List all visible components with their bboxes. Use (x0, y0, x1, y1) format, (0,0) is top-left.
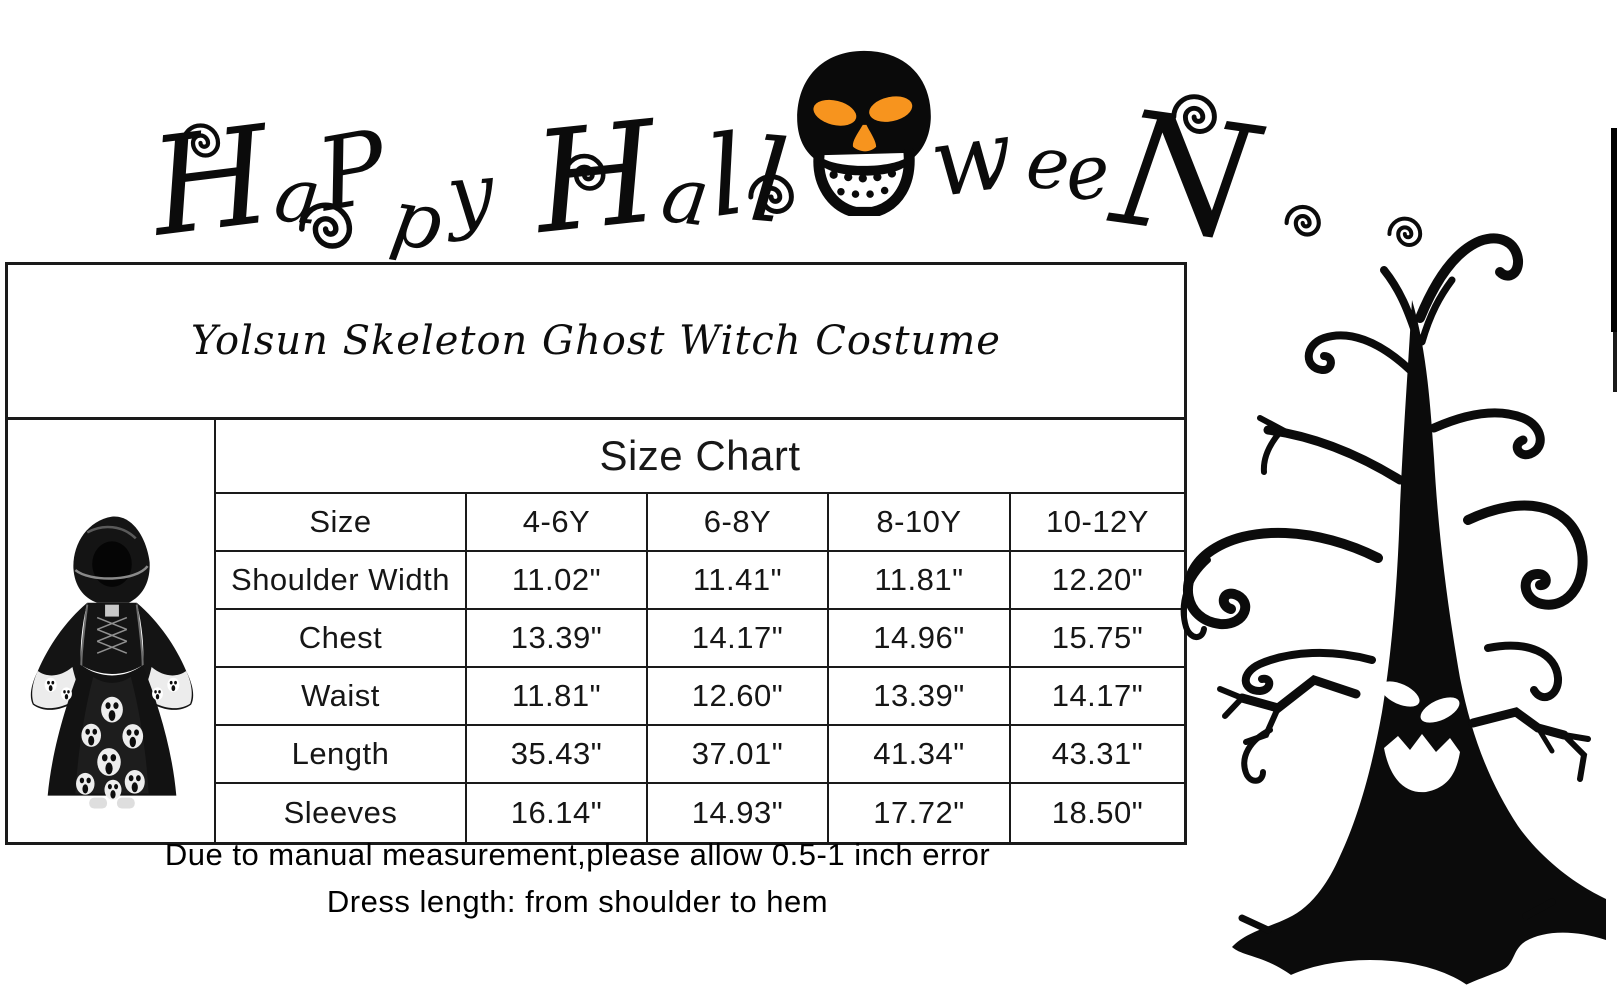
corner-header: Size (216, 494, 467, 552)
cell-value: 35.43" (467, 726, 648, 784)
cell-value: 11.81" (829, 552, 1011, 610)
product-title: Yolsun Skeleton Ghost Witch Costume (8, 265, 1184, 420)
cell-value: 16.14" (467, 784, 648, 842)
column-header: 4-6Y (467, 494, 648, 552)
banner-letter: a (270, 148, 325, 242)
banner-letter: P (308, 107, 396, 235)
cell-value: 15.75" (1011, 610, 1184, 668)
spiral-icon (180, 123, 221, 158)
cell-value: 13.39" (467, 610, 648, 668)
cell-value: 12.20" (1011, 552, 1184, 610)
column-header: 8-10Y (829, 494, 1011, 552)
size-chart-grid: Size 4-6Y 6-8Y 8-10Y 10-12Y Shoulder Width 11.… (216, 494, 1184, 842)
size-chart-table: Yolsun Skeleton Ghost Witch Costume (5, 262, 1187, 845)
cell-value: 17.72" (829, 784, 1011, 842)
note-line: Due to manual measurement,please allow 0… (164, 837, 991, 872)
banner-letter: p (385, 172, 449, 269)
skull-icon (797, 50, 931, 216)
cell-value: 11.41" (648, 552, 829, 610)
banner-letter: H (142, 95, 279, 267)
banner-letter: y (443, 145, 498, 245)
edge-artifact (1611, 128, 1617, 332)
banner-letter: H (526, 91, 665, 266)
measurement-notes: Due to manual measurement,please allow 0… (5, 831, 1150, 925)
row-label: Chest (216, 610, 467, 668)
spiral-icon (1387, 216, 1423, 247)
spiral-icon (748, 174, 794, 214)
cell-value: 14.17" (1011, 668, 1184, 726)
banner-letter: w (923, 98, 1020, 220)
row-label: Sleeves (216, 784, 467, 842)
column-header: 6-8Y (648, 494, 829, 552)
cell-value: 12.60" (648, 668, 829, 726)
spiral-icon (299, 202, 353, 249)
cell-value: 43.31" (1011, 726, 1184, 784)
spiral-icon (563, 153, 606, 191)
banner-letter: e (1060, 125, 1114, 218)
banner-letter: l (745, 114, 794, 250)
cell-value: 37.01" (648, 726, 829, 784)
edge-artifact (1613, 332, 1617, 392)
banner-letter: a (656, 149, 714, 245)
product-photo-cell (8, 420, 216, 842)
chart-title: Size Chart (216, 420, 1184, 494)
spooky-tree-icon (1180, 233, 1606, 1000)
cell-value: 11.81" (467, 668, 648, 726)
cell-value: 41.34" (829, 726, 1011, 784)
banner-letter: l (700, 110, 753, 242)
cell-value: 14.17" (648, 610, 829, 668)
cell-value: 11.02" (467, 552, 648, 610)
row-label: Shoulder Width (216, 552, 467, 610)
spiral-icon (1171, 94, 1217, 134)
note-line: Dress length: from shoulder to hem (326, 884, 829, 919)
ghost-face-pattern (44, 677, 180, 800)
cell-value: 13.39" (829, 668, 1011, 726)
cell-value: 18.50" (1051, 795, 1144, 830)
column-header: 10-12Y (1011, 494, 1184, 552)
row-label: Length (216, 726, 467, 784)
row-label: Waist (216, 668, 467, 726)
spiral-icon (1284, 204, 1321, 237)
cell-value: 14.93" (648, 784, 829, 842)
witch-dress-icon (30, 516, 194, 809)
cell-value: 14.96" (829, 610, 1011, 668)
